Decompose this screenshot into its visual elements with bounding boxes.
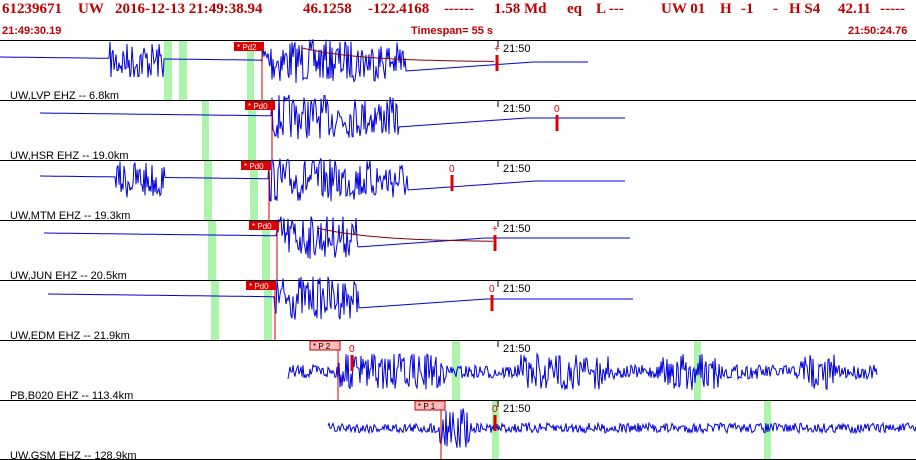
pick-label[interactable]: * P 1 [418, 402, 436, 411]
phase-window [202, 100, 209, 160]
header-value: 42.11 [838, 1, 871, 17]
minute-label: 21:50 [503, 283, 531, 295]
flag-value: -1 [741, 1, 754, 17]
station-label: UW,GSM EHZ -- 128.9km [10, 450, 137, 460]
waveform-trace [287, 352, 878, 391]
waveform-trace [327, 408, 916, 448]
pick-flag[interactable] [245, 101, 275, 110]
minute-label: 21:50 [503, 343, 531, 355]
minute-label: 21:50 [503, 103, 531, 115]
coda-flag: + [492, 224, 498, 235]
waveform-trace [40, 158, 625, 202]
waveform-trace [48, 276, 633, 320]
coda-flag: 0 [449, 164, 455, 175]
phase-window [211, 280, 219, 340]
phase-window [247, 40, 254, 100]
phase-window [452, 340, 460, 400]
station-label: UW,MTM EHZ -- 19.3km [10, 210, 130, 222]
trace-panel-2: 21:50 * Pd0 0 UW,HSR EHZ -- 19.0km [0, 94, 916, 162]
waveform-trace [44, 216, 630, 259]
pick-label[interactable]: * Pd0 [249, 282, 269, 291]
station-label: PB,B020 EHZ -- 113.4km [10, 390, 133, 402]
timespan: Timespan= 55 s [411, 25, 494, 37]
coda-marker[interactable] [450, 175, 454, 191]
station-label: UW,LVP EHZ -- 6.8km [10, 90, 119, 102]
coda-marker[interactable] [495, 55, 499, 71]
event-id: 61239671 [2, 1, 62, 17]
phase-window [264, 280, 272, 340]
minute-label: 21:50 [503, 163, 531, 175]
waveform-trace [40, 94, 625, 140]
trace-panel-1: 21:50 * Pd2 + UW,LVP EHZ -- 6.8km [0, 39, 916, 102]
magnitude: 1.58 Md [494, 1, 547, 17]
pick-flag[interactable] [309, 340, 341, 351]
end-time: 21:50:24.76 [848, 25, 908, 37]
pick-flag[interactable] [241, 161, 271, 170]
pick-flag[interactable] [234, 42, 264, 51]
station-label: UW,EDM EHZ -- 21.9km [10, 330, 130, 342]
pick-flag[interactable] [414, 400, 446, 411]
auth-network: UW 01 [661, 1, 706, 17]
trace-panel-5: 21:50 * Pd0 0 UW,EDM EHZ -- 21.9km [0, 276, 916, 342]
coda-envelope [316, 227, 494, 242]
pick-label[interactable]: * Pd0 [248, 102, 268, 111]
coda-flag: 0 [492, 404, 498, 415]
tail-dashes: ----- [880, 1, 905, 17]
minute-label: 21:50 [503, 403, 531, 415]
event-type: eq [567, 1, 582, 17]
phase-window [262, 220, 270, 280]
pick-flag[interactable] [249, 221, 279, 230]
origin-time: 2016-12-13 21:49:38.94 [115, 1, 263, 17]
trace-panel-6: 21:50 * P 2 0 PB,B020 EHZ -- 113.4km [0, 340, 916, 402]
latitude: 46.1258 [303, 1, 352, 17]
phase-window [248, 100, 256, 160]
coda-flag: 0 [349, 344, 355, 355]
pick-label[interactable]: * Pd0 [252, 222, 272, 231]
phase-window [164, 40, 172, 100]
h-s4: H S4 [789, 1, 821, 17]
coda-marker[interactable] [493, 235, 497, 251]
dashes: ------ [444, 1, 474, 17]
phase-window [179, 40, 187, 100]
coda-marker[interactable] [490, 295, 494, 311]
station-label: UW,HSR EHZ -- 19.0km [10, 150, 129, 162]
pick-label[interactable]: * Pd0 [244, 162, 264, 171]
coda-envelope [301, 47, 494, 62]
pick-label[interactable]: * Pd2 [237, 43, 257, 52]
coda-flag: + [494, 44, 500, 55]
phase-window [208, 220, 216, 280]
minute-label: 21:50 [503, 223, 531, 235]
phase-window [250, 160, 258, 220]
coda-marker[interactable] [350, 355, 354, 371]
coda-marker[interactable] [555, 115, 559, 131]
trace-panel-7: 21:50 * P 1 0 UW,GSM EHZ -- 128.9km [0, 400, 916, 460]
waveform-trace [0, 39, 588, 84]
station-label: UW,JUN EHZ -- 20.5km [10, 270, 127, 282]
minute-label: 21:50 [503, 43, 531, 55]
trace-panel-3: 21:50 * Pd0 0 UW,MTM EHZ -- 19.3km [0, 158, 916, 222]
coda-marker[interactable] [493, 415, 497, 431]
trace-panel-4: 21:50 * Pd0 + UW,JUN EHZ -- 20.5km [0, 216, 916, 282]
location-type: L --- [596, 1, 624, 17]
network-code: UW [78, 1, 104, 17]
coda-flag: 0 [554, 104, 560, 115]
start-time: 21:49:30.19 [2, 25, 62, 37]
quality-flag: H [720, 1, 732, 17]
dash-separator: - [773, 1, 778, 17]
event-header: 61239671 UW 2016-12-13 21:49:38.94 46.12… [0, 0, 916, 40]
pick-label[interactable]: * P 2 [313, 342, 331, 351]
coda-flag: 0 [489, 284, 495, 295]
longitude: -122.4168 [368, 1, 430, 17]
pick-flag[interactable] [246, 281, 276, 290]
phase-window [204, 160, 212, 220]
